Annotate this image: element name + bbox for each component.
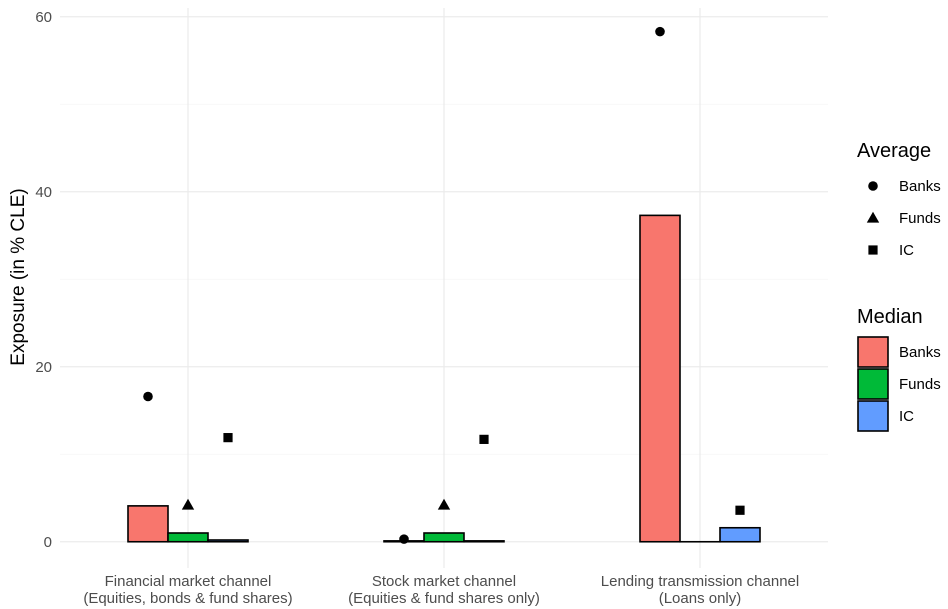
x-tick-label: Lending transmission channel	[601, 573, 799, 590]
x-tick-label: (Loans only)	[659, 590, 742, 607]
y-tick-label: 40	[35, 184, 52, 201]
legend-median-key-ic	[857, 400, 889, 432]
x-tick-label: Stock market channel	[372, 573, 516, 590]
legend-median-label: Funds	[899, 376, 941, 393]
legend-average-label: IC	[899, 242, 914, 259]
point-funds-1	[437, 498, 451, 510]
point-banks-0	[143, 391, 153, 402]
y-tick-label: 60	[35, 9, 52, 26]
bar-funds-1	[423, 532, 465, 543]
legend-average-key-ic	[868, 245, 878, 255]
bar-ic-2	[719, 526, 761, 543]
y-axis-title: Exposure (in % CLE)	[8, 188, 29, 365]
legend-median-label: Banks	[899, 344, 941, 361]
y-tick-label: 0	[44, 534, 52, 551]
legend-median-title: Median	[857, 306, 923, 328]
grid	[60, 8, 828, 568]
legend-average-title: Average	[857, 140, 931, 162]
average-points	[143, 26, 745, 544]
legend-average-key-funds	[866, 211, 880, 223]
y-tick-label: 20	[35, 359, 52, 376]
legend-average-label: Funds	[899, 210, 941, 227]
point-banks-2	[655, 26, 665, 37]
x-axis-ticks: Financial market channel(Equities, bonds…	[83, 573, 799, 607]
bar-ic-1	[463, 540, 505, 543]
bar-funds-0	[167, 532, 209, 543]
legend-median-key-banks	[857, 336, 889, 368]
bar-ic-0	[207, 539, 249, 543]
bar-banks-2	[639, 214, 681, 543]
legend-average: Average Banks Funds IC	[857, 140, 941, 259]
legend-median-key-funds	[857, 368, 889, 400]
x-tick-label: Financial market channel	[105, 573, 272, 590]
x-tick-label: (Equities & fund shares only)	[348, 590, 540, 607]
point-ic-2	[735, 505, 745, 515]
point-funds-0	[181, 498, 195, 510]
point-banks-1	[399, 534, 409, 544]
y-axis-ticks: 0 20 40 60	[35, 9, 52, 551]
legend-average-key-banks	[868, 181, 878, 191]
legend-average-label: Banks	[899, 178, 941, 195]
legend-median-label: IC	[899, 408, 914, 425]
x-tick-label: (Equities, bonds & fund shares)	[83, 590, 292, 607]
point-ic-1	[479, 434, 489, 444]
legend-median: Median Banks Funds IC	[857, 306, 941, 432]
point-ic-0	[223, 433, 233, 443]
median-bars	[127, 214, 761, 543]
bar-banks-0	[127, 505, 169, 543]
